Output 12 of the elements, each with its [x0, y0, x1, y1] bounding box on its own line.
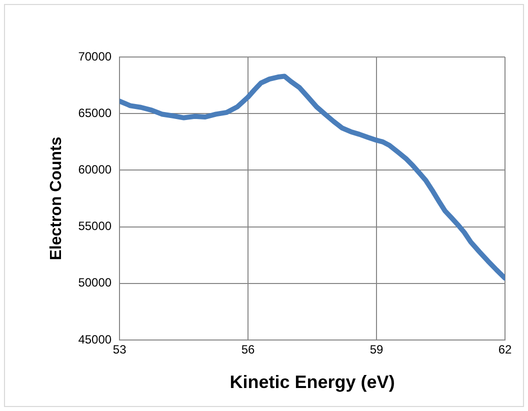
x-tick-label: 53 — [112, 342, 127, 357]
y-tick-label: 60000 — [78, 162, 112, 177]
y-axis-title: Electron Counts — [48, 136, 66, 260]
y-tick-label: 50000 — [78, 276, 112, 290]
x-tick-label: 56 — [241, 342, 256, 357]
y-tick-label: 55000 — [78, 219, 112, 234]
x-tick-label: 62 — [498, 342, 512, 357]
y-tick-label: 45000 — [78, 332, 112, 346]
y-tick-label: 65000 — [78, 106, 112, 120]
x-tick-label: 59 — [370, 342, 384, 357]
x-axis-title: Kinetic Energy (eV) — [230, 372, 395, 392]
y-tick-label: 70000 — [78, 49, 112, 64]
